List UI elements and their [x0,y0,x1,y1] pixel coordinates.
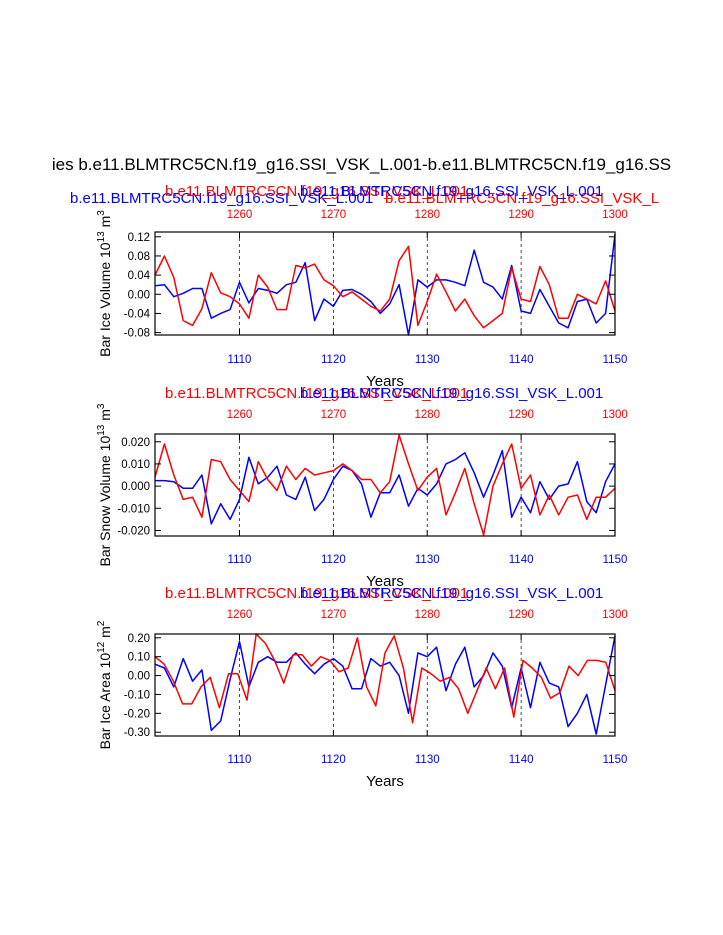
panel-3-xtick-bottom-label: 1150 [603,754,628,766]
panel-1-ytick-label: 0.00 [128,289,150,301]
panel-1-xtick-bottom-label: 1110 [228,354,252,366]
panel-1-title-blue: b.e11.BLMTRC5CN.f19_g16.SSI_VSK_L.001 [300,183,603,200]
panel-2-title-blue: b.e11.BLMTRC5CN.f19_g16.SSI_VSK_L.001 [300,385,603,402]
panel-1-ylabel-part: 3 [96,210,107,216]
panel-3-xtick-top-label: 1290 [508,609,534,621]
panel-1-frame [154,231,616,336]
panel-2-xtick-top-label: 1260 [227,409,253,421]
panel-2-ytick-label: 0.000 [121,481,150,493]
panel-1-series-blue [154,234,616,336]
main-title: ies b.e11.BLMTRC5CN.f19_g16.SSI_VSK_L.00… [51,155,672,174]
panel-1-xtick-top-label: 1290 [508,209,534,221]
panel-2-ylabel-part: 3 [96,403,107,409]
panel-3-ylabel-part: Bar Ice Area 10 [97,653,113,750]
panel-3-ytick-label: -0.20 [124,708,150,720]
panel-3-ytick-label: -0.10 [124,689,150,701]
panel-1-xtick-bottom-label: 1120 [321,354,346,366]
panel-2-title-red: b.e11.BLMTRC5CN.f19_g16.SSI_VSK_L.001 [165,385,468,402]
panel-3-xtick-bottom-label: 1140 [509,754,534,766]
panel-3-xtick-bottom-label: 1110 [228,754,252,766]
panel-2-xtick-bottom-label: 1130 [415,554,440,566]
panel-1-series-red [154,245,616,329]
panel-1-xlabel: Years [366,373,404,390]
panel-2-xtick-top-label: 1290 [508,409,534,421]
panel-2-ylabel-part: m [97,409,113,425]
panel-3-xtick-top-label: 1280 [414,609,440,621]
panel-1-ylabel: Bar Ice Volume 1013 m3 [96,210,113,357]
panel-2-ylabel: Bar Snow Volume 1013 m3 [96,403,113,566]
panel-1-ytick-label: -0.04 [124,308,151,320]
header-blue-title: b.e11.BLMTRC5CN.f19_g16.SSI_VSK_L.001 [70,190,373,207]
panel-1-xtick-top-label: 1270 [321,209,347,221]
panel-3-series-blue [154,635,616,735]
panel-3-xtick-top-label: 1270 [321,609,347,621]
panel-3-ylabel-part: m [97,626,113,642]
panel-2-xtick-bottom-label: 1110 [228,554,252,566]
panel-2-xlabel: Years [366,573,404,590]
header-red-title: b.e11.BLMTRC5CN.f19_g16.SSI_VSK_L [385,190,659,207]
panel-2-xtick-bottom-label: 1120 [321,554,346,566]
panel-2-xtick-top-label: 1270 [321,409,347,421]
panel-1-ylabel-part: 13 [96,231,107,243]
panel-1-ytick-label: 0.04 [128,270,151,282]
panel-3-xlabel: Years [366,773,404,790]
panel-1-ytick-label: 0.12 [128,232,150,244]
panel-3-title-blue: b.e11.BLMTRC5CN.f19_g16.SSI_VSK_L.001 [300,585,603,602]
panel-3-ylabel: Bar Ice Area 1012 m2 [96,620,113,749]
panel-2-ylabel-part: Bar Snow Volume 10 [97,436,113,567]
panel-2-ylabel-part: 13 [96,424,107,436]
panel-3-xtick-bottom-label: 1120 [321,754,346,766]
panel-2-series-red [154,434,616,536]
panel-2-xtick-bottom-label: 1140 [509,554,534,566]
panel-3-ytick-label: 0.10 [128,652,150,664]
panel-2-ytick-label: 0.010 [121,459,150,471]
panel-1-xtick-top-label: 1280 [414,209,440,221]
panel-1-ytick-label: -0.08 [124,328,150,340]
panel-3-ytick-label: 0.20 [128,633,150,645]
panel-3-ylabel-part: 12 [96,641,107,653]
panel-2-ytick-label: -0.010 [117,503,150,515]
panel-1-xtick-bottom-label: 1140 [509,354,534,366]
panel-2-xtick-top-label: 1280 [414,409,440,421]
panel-3-ylabel-part: 2 [96,620,107,626]
panel-3-frame [154,633,616,737]
panel-1-ylabel-part: m [97,216,113,232]
panel-2-ytick-label: 0.020 [121,437,150,449]
panel-3-series-red [154,633,616,724]
panel-2-xtick-top-label: 1300 [602,409,628,421]
panel-2-ytick-label: -0.020 [117,525,150,537]
panel-3-xtick-top-label: 1300 [602,609,628,621]
panel-2-xtick-bottom-label: 1150 [603,554,628,566]
panel-1-xtick-bottom-label: 1150 [603,354,628,366]
panel-2-series-blue [155,449,616,525]
panel-1-xtick-top-label: 1260 [227,209,253,221]
panel-1-title-red: b.e11.BLMTRC5CN.f19_g16.SSI_VSK_L.001 [165,183,468,200]
panel-1-ylabel-part: Bar Ice Volume 10 [97,242,113,357]
panel-3-title-red: b.e11.BLMTRC5CN.f19_g16.SSI_VSK_L.001 [165,585,468,602]
panel-3-xtick-bottom-label: 1130 [415,754,440,766]
panel-3-xtick-top-label: 1260 [227,609,253,621]
panel-3-ytick-label: -0.30 [124,727,150,739]
panel-3-ytick-label: 0.00 [128,671,150,683]
panel-2-frame [154,433,616,537]
panel-1-xtick-bottom-label: 1130 [415,354,440,366]
panel-1-xtick-top-label: 1300 [602,209,628,221]
panel-1-ytick-label: 0.08 [128,251,150,263]
